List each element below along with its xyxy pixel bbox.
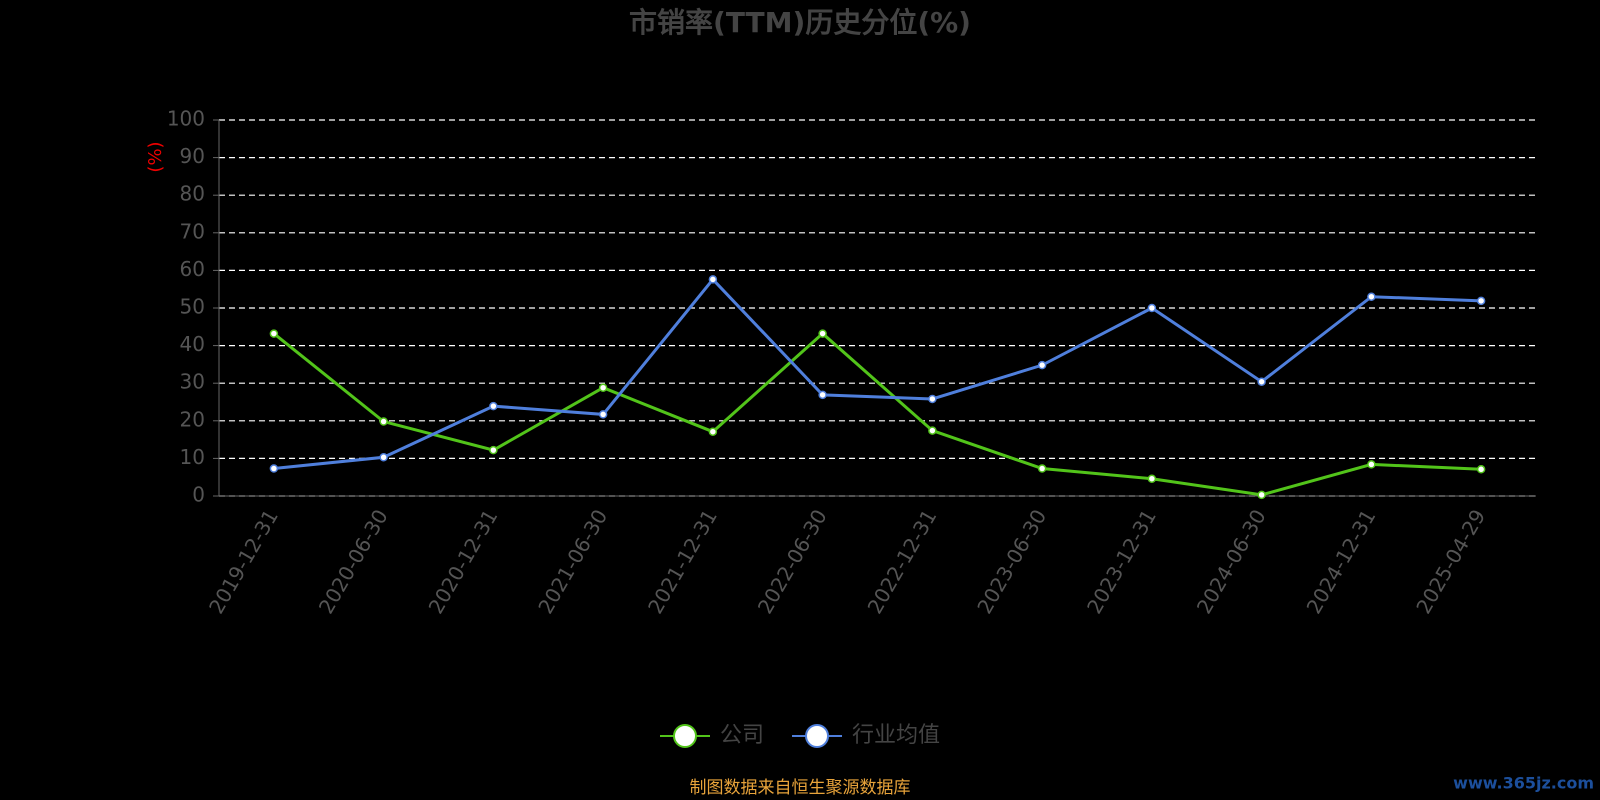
legend-marker <box>673 724 697 748</box>
y-tick-label: 70 <box>180 219 205 243</box>
data-point <box>1147 474 1157 483</box>
data-point <box>1257 490 1266 500</box>
data-point <box>1476 465 1486 474</box>
data-point <box>708 275 718 284</box>
data-point <box>708 427 718 436</box>
x-tick-label: 2021-12-31 <box>643 505 722 618</box>
y-tick-label: 20 <box>180 407 205 431</box>
y-tick-label: 50 <box>180 295 205 319</box>
data-point <box>928 426 937 435</box>
data-point <box>379 453 388 462</box>
x-tick-label: 2025-04-29 <box>1411 505 1490 618</box>
legend-label: 公司 <box>720 723 764 748</box>
data-point <box>1476 296 1486 306</box>
y-tick-label: 90 <box>180 144 205 168</box>
data-point <box>818 329 827 338</box>
x-tick-label: 2020-06-30 <box>314 505 393 618</box>
data-point <box>1367 292 1376 301</box>
watermark: www.365jz.com <box>1453 774 1594 793</box>
data-point <box>269 464 279 473</box>
data-point <box>489 401 498 411</box>
data-point <box>1147 303 1157 313</box>
y-tick-label: 60 <box>180 257 205 281</box>
y-tick-label: 80 <box>180 182 205 206</box>
x-tick-label: 2020-12-31 <box>424 505 503 618</box>
data-point <box>1257 377 1266 386</box>
y-tick-label: 40 <box>180 332 205 356</box>
data-point <box>489 445 498 455</box>
data-point <box>928 394 937 404</box>
series-line <box>272 331 1482 497</box>
legend-label: 行业均值 <box>852 723 940 748</box>
data-point <box>1037 464 1047 473</box>
y-tick-label: 0 <box>192 483 205 507</box>
data-point <box>598 383 608 392</box>
data-point <box>379 417 388 426</box>
x-tick-label: 2022-06-30 <box>753 505 832 618</box>
x-tick-label: 2024-06-30 <box>1192 505 1271 618</box>
x-tick-label: 2024-12-31 <box>1302 505 1381 618</box>
chart-title: 市销率(TTM)历史分位(%) <box>629 6 971 39</box>
x-tick-label: 2019-12-31 <box>204 505 283 618</box>
y-tick-label: 100 <box>167 107 205 131</box>
x-tick-label: 2023-06-30 <box>972 505 1051 618</box>
data-point <box>269 329 279 338</box>
y-tick-label: 30 <box>180 370 205 394</box>
legend-marker <box>805 724 830 748</box>
data-point <box>1037 360 1047 370</box>
source-note: 制图数据来自恒生聚源数据库 <box>690 778 911 798</box>
data-point <box>818 390 827 400</box>
y-tick-label: 10 <box>180 445 205 469</box>
series-line <box>273 277 1482 471</box>
data-point <box>598 410 608 419</box>
data-point <box>1367 460 1376 469</box>
x-tick-label: 2022-12-31 <box>863 505 942 618</box>
x-tick-label: 2023-12-31 <box>1082 505 1161 618</box>
x-tick-label: 2021-06-30 <box>533 505 612 618</box>
y-axis-label: (%) <box>145 141 166 172</box>
